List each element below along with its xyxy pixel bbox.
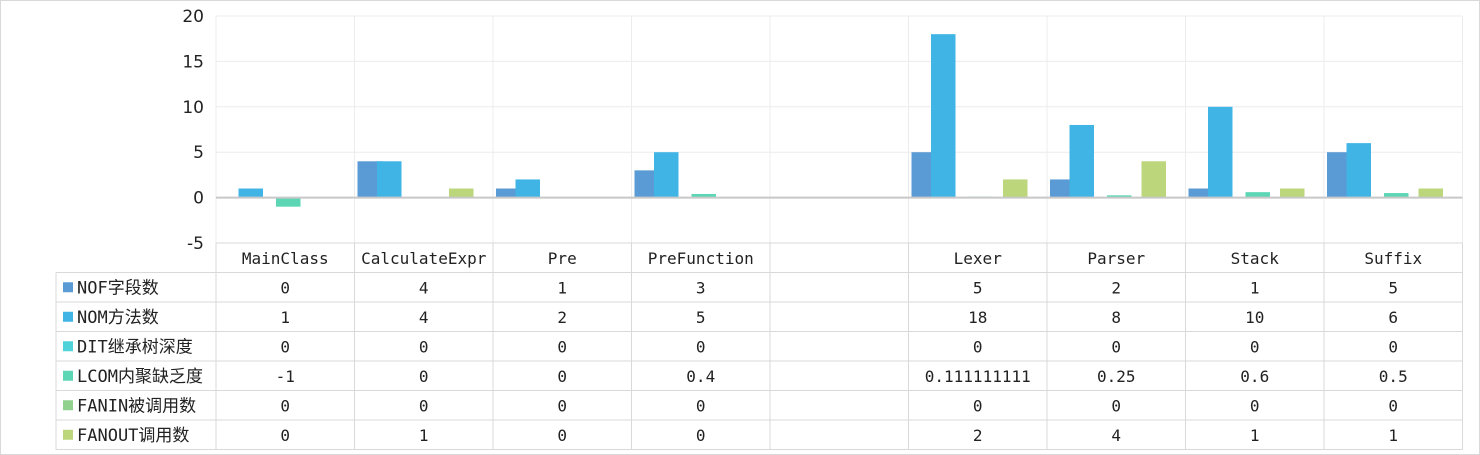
legend-label: NOM方法数 [77,308,159,328]
category-label: CalculateExpr [361,249,487,268]
table-cell-value: 0 [557,396,567,415]
table-cell-value: 2 [1111,278,1121,297]
table-cell-value: 4 [419,278,429,297]
legend-label: FANOUT调用数 [77,426,189,446]
table-cell-value: 2 [557,308,567,327]
table-cell-value: 1 [1388,426,1398,445]
table-cell-value: 4 [1111,426,1121,445]
bar [1141,161,1166,198]
table-cell-value: 0 [696,337,706,356]
table-cell-value: 1 [280,308,290,327]
bar [1050,179,1075,198]
table-cell-value: 0 [1388,396,1398,415]
table-cell-value: 4 [419,308,429,327]
table-cell-value: 5 [973,278,983,297]
legend-key [63,429,73,440]
category-label: Stack [1231,249,1280,268]
legend-label: DIT继承树深度 [77,337,193,357]
table-cell-value: 0 [973,337,983,356]
bar [449,188,474,198]
table-cell-value: 0 [1250,337,1260,356]
bar [1245,192,1270,198]
bar [1346,143,1371,198]
legend-key [63,282,73,293]
legend-label: FANIN被调用数 [77,396,196,416]
table-cell-value: 0.5 [1379,367,1408,386]
table-cell-value: 1 [1250,426,1260,445]
bar [377,161,402,198]
bar [276,197,301,207]
legend-key [63,311,73,322]
table-cell-value: 0 [1111,396,1121,415]
table-cell-value: 0 [557,367,567,386]
bar [931,34,956,198]
table-cell-value: 0.111111111 [925,367,1031,386]
y-tick-label: 20 [182,7,204,27]
table-cell-value: 3 [696,278,706,297]
category-label: PreFunction [648,249,754,268]
category-label: Pre [548,249,577,268]
bar [1384,193,1409,198]
bar [1107,195,1132,198]
legend-key [63,370,73,381]
table-cell-value: 5 [696,308,706,327]
bar [496,188,521,198]
category-label: MainClass [242,249,329,268]
table-cell-value: 1 [419,426,429,445]
table-cell-value: 0 [280,426,290,445]
bar [1069,124,1094,198]
bar [515,179,540,198]
table-cell-value: 0.25 [1097,367,1136,386]
table-cell-value: 18 [968,308,987,327]
table-cell-value: 0 [696,396,706,415]
bar [691,193,716,198]
table-cell-value: 0 [1111,337,1121,356]
table-cell-value: 0 [973,396,983,415]
table-cell-value: 0.4 [686,367,715,386]
table-cell-value: 6 [1388,308,1398,327]
y-tick-label: -5 [187,234,204,254]
table-cell-value: 0 [280,396,290,415]
table-cell-value: 1 [1250,278,1260,297]
bar [1208,106,1233,198]
category-label: Parser [1087,249,1145,268]
legend-key [63,400,73,411]
category-label: Suffix [1364,249,1422,268]
y-tick-label: 0 [193,189,204,209]
legend-label: LCOM内聚缺乏度 [77,367,203,387]
table-cell-value: 1 [557,278,567,297]
bar [1418,188,1443,198]
bar [1188,188,1213,198]
legend-label: NOF字段数 [77,278,159,298]
bar [238,188,263,198]
table-cell-value: 10 [1245,308,1264,327]
table-cell-value: 0 [280,337,290,356]
table-cell-value: 0 [557,426,567,445]
y-tick-label: 15 [182,52,204,72]
table-cell-value: -1 [276,367,295,386]
category-label: Lexer [954,249,1003,268]
bar [1280,188,1305,198]
table-cell-value: 0 [419,367,429,386]
bar [654,152,679,198]
table-cell-value: 0 [1388,337,1398,356]
table-cell-value: 0 [557,337,567,356]
y-tick-label: 10 [182,98,204,118]
table-cell-value: 8 [1111,308,1121,327]
table-cell-value: 0 [1250,396,1260,415]
table-cell-value: 0 [280,278,290,297]
table-cell-value: 5 [1388,278,1398,297]
table-cell-value: 2 [973,426,983,445]
legend-key [63,341,73,352]
table-cell-value: 0 [419,396,429,415]
bar [1003,179,1028,198]
table-cell-value: 0 [419,337,429,356]
y-tick-label: 5 [193,143,204,163]
table-cell-value: 0 [696,426,706,445]
table-cell-value: 0.6 [1240,367,1269,386]
